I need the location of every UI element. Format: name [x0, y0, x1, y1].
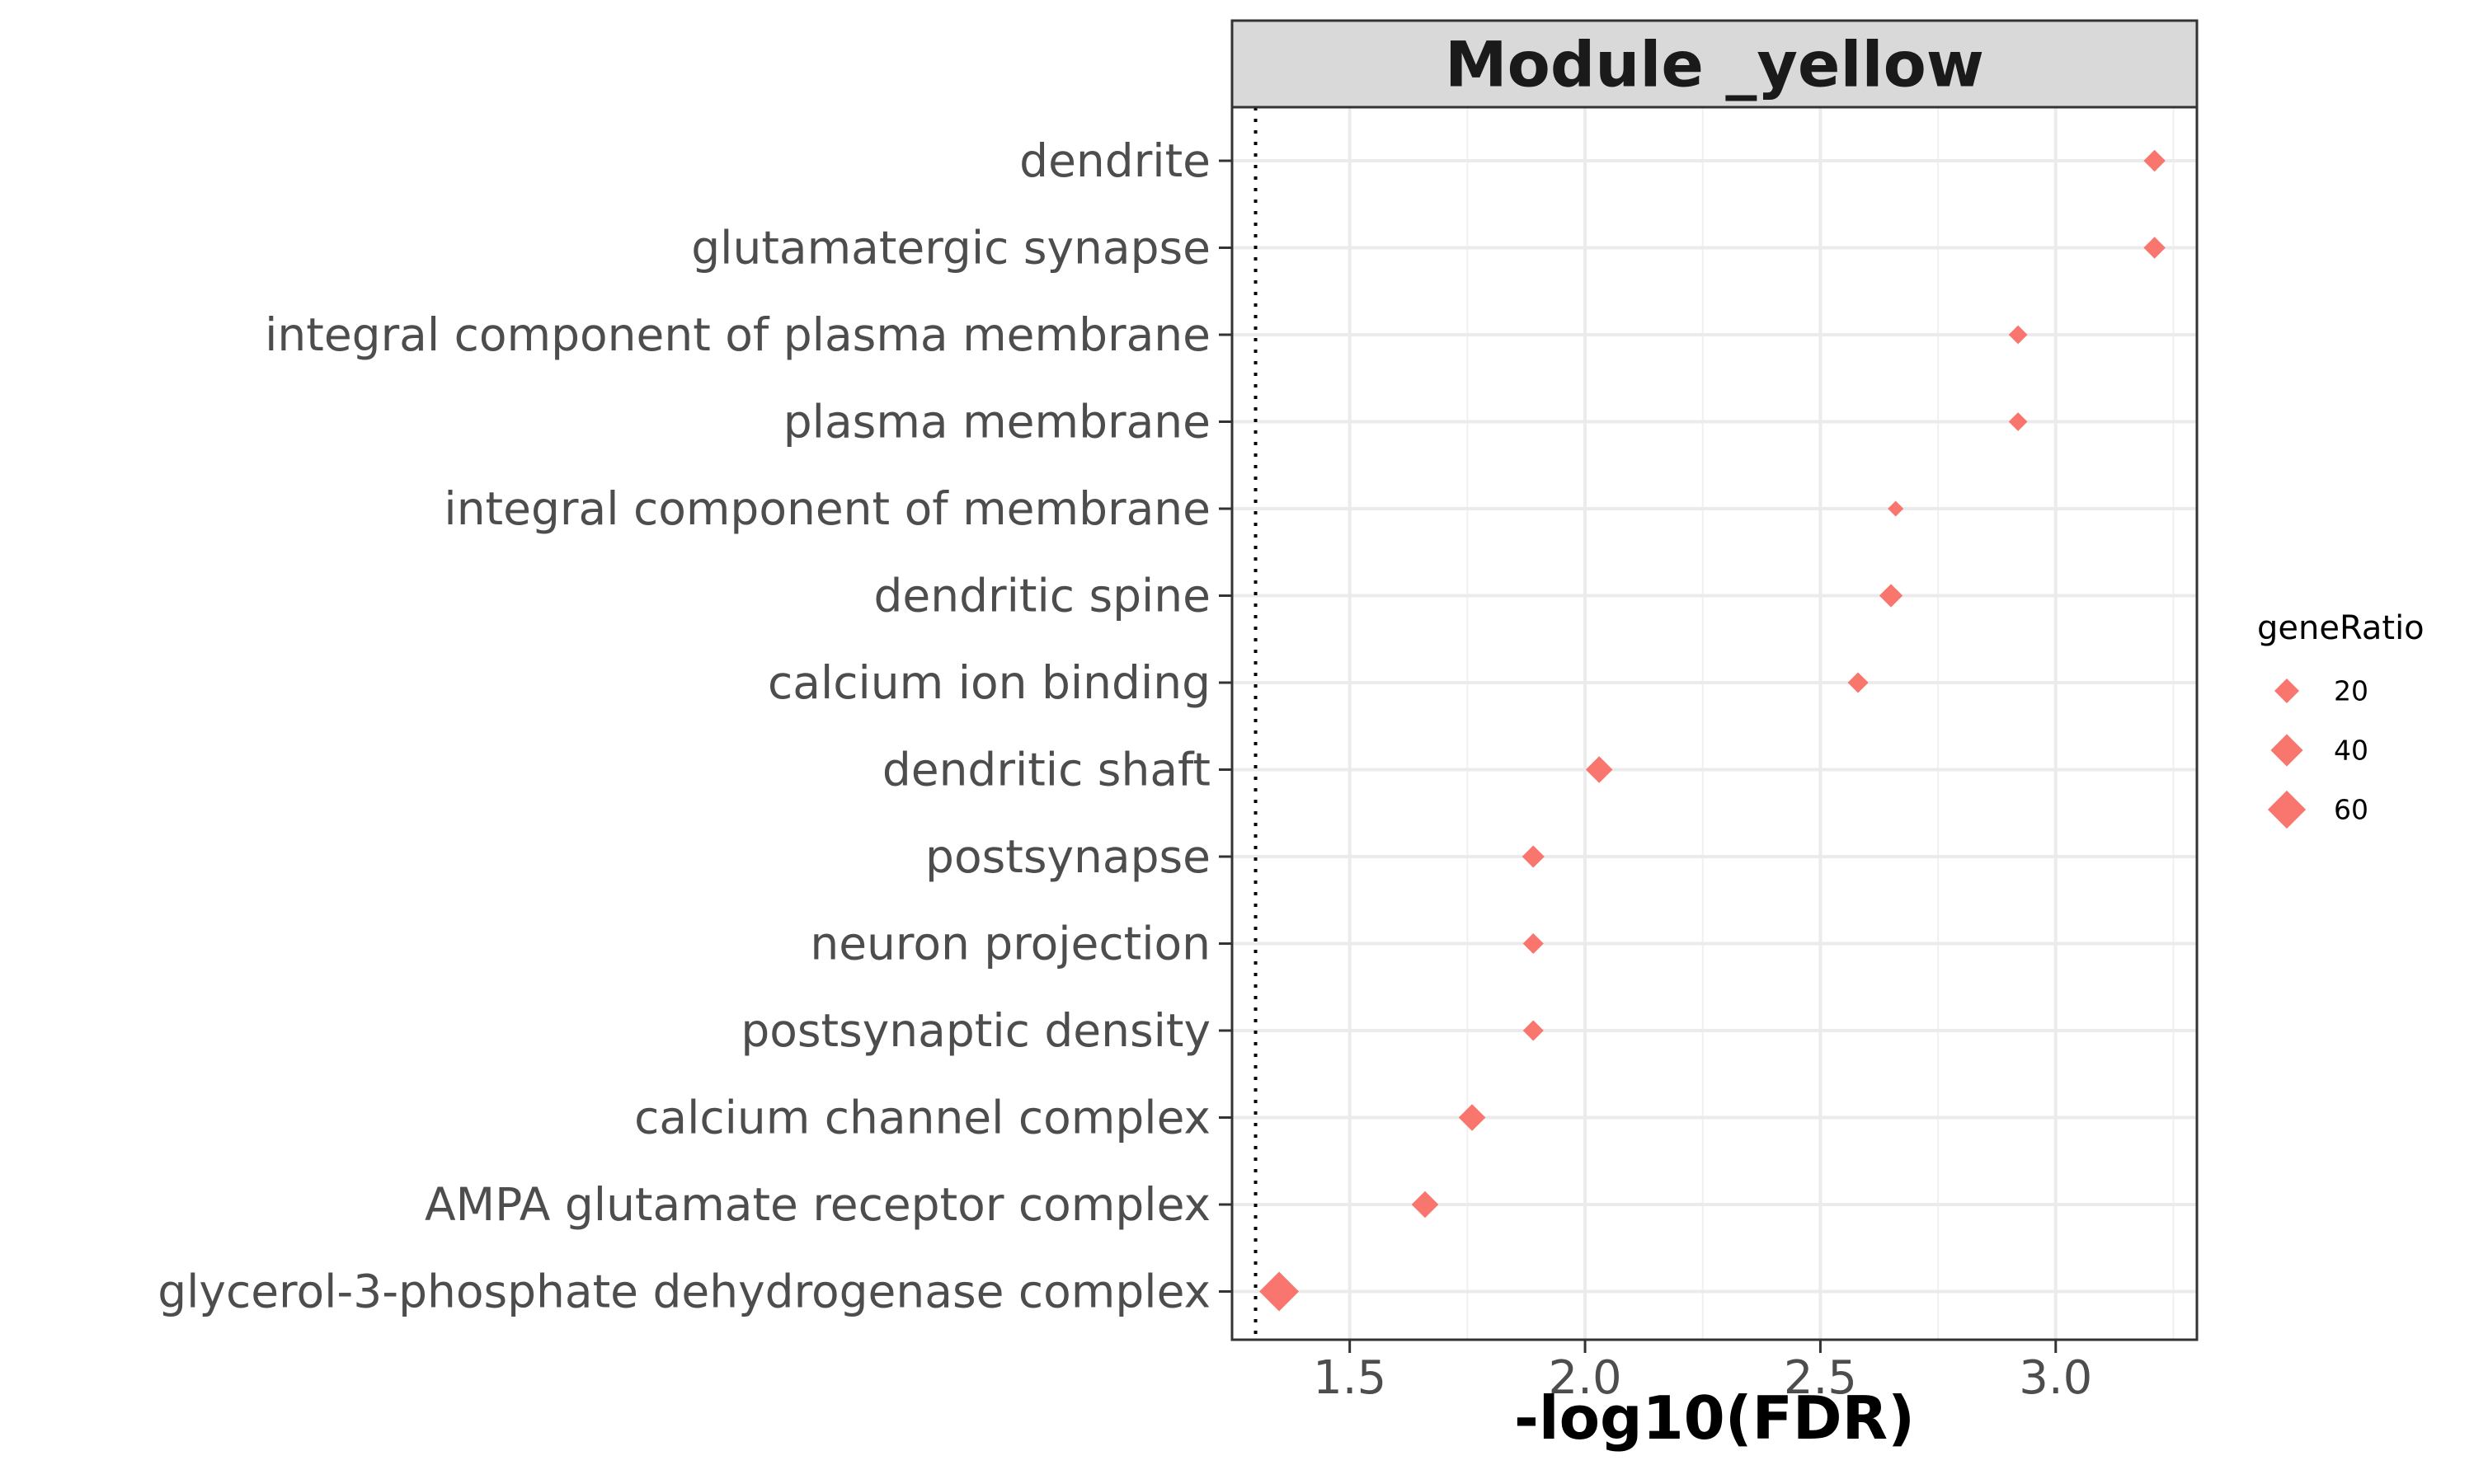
y-tick-label: integral component of membrane [444, 482, 1211, 535]
y-axis-labels: dendrite glutamatergic synapse integral co… [158, 134, 1211, 1318]
y-tick-label: dendrite [1019, 134, 1211, 187]
y-axis-ticks [1219, 159, 1232, 1293]
data-point [1259, 1271, 1300, 1312]
y-tick-label: dendritic spine [873, 570, 1211, 622]
x-axis-ticks: 1.5 2.0 2.5 3.0 [1313, 1340, 2092, 1405]
y-tick-label: postsynaptic density [741, 1004, 1211, 1057]
y-tick-label: dendritic shaft [882, 744, 1211, 796]
legend-key [2274, 678, 2300, 704]
y-tick-label: postsynapse [925, 830, 1211, 883]
legend-label: 60 [2334, 794, 2368, 826]
data-point [2143, 149, 2166, 172]
y-tick-label: AMPA glutamate receptor complex [425, 1178, 1211, 1231]
legend-key [2267, 790, 2307, 829]
data-point [2008, 412, 2028, 431]
x-tick-label: 1.5 [1313, 1351, 1386, 1405]
x-tick-label: 2.5 [1784, 1351, 1857, 1405]
x-tick-label: 3.0 [2019, 1351, 2092, 1405]
data-points [1259, 149, 2166, 1312]
data-point [1879, 584, 1903, 608]
facet-strip [1230, 19, 2199, 109]
data-point [1888, 500, 1904, 517]
y-tick-label: glycerol-3-phosphate dehydrogenase compl… [158, 1266, 1211, 1318]
plot-panel-border [1230, 106, 2199, 1341]
data-point [1458, 1104, 1486, 1131]
y-tick-label: plasma membrane [783, 396, 1211, 448]
legend-label: 20 [2334, 675, 2368, 707]
x-tick-label: 2.0 [1549, 1351, 1622, 1405]
data-point [1522, 1020, 1544, 1041]
data-point [2143, 237, 2166, 259]
legend-generatio: geneRatio 20 40 60 [2257, 609, 2425, 829]
y-tick-label: integral component of plasma membrane [265, 308, 1211, 361]
legend-title: geneRatio [2257, 609, 2425, 647]
legend-label: 40 [2334, 735, 2368, 767]
legend-key [2270, 734, 2303, 767]
plot-panel [1232, 107, 2197, 1340]
data-point [1522, 932, 1544, 955]
data-point [1522, 845, 1545, 868]
y-tick-label: neuron projection [810, 918, 1211, 970]
data-point [1847, 672, 1869, 693]
chart-title: Module _yellow [1445, 28, 1984, 101]
y-tick-label: glutamatergic synapse [691, 222, 1211, 275]
y-tick-label: calcium ion binding [768, 656, 1211, 709]
data-point [1411, 1190, 1439, 1219]
data-point [1585, 756, 1613, 783]
data-point [2008, 325, 2028, 345]
gridlines [1232, 107, 2197, 1340]
x-axis-title: -log10(FDR) [1514, 1383, 1915, 1453]
y-tick-label: calcium channel complex [634, 1092, 1211, 1144]
